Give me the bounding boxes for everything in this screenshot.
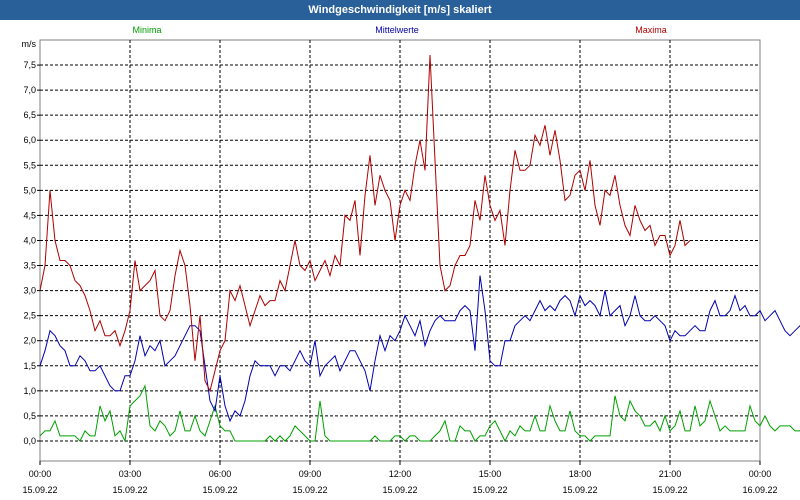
legend: Minima Mittelwerte Maxima — [132, 25, 666, 35]
y-tick-label: 6,5 — [23, 110, 36, 120]
chart-title: Windgeschwindigkeit [m/s] skaliert — [0, 0, 800, 20]
y-tick-label: 3,0 — [23, 286, 36, 296]
series-line-mittelwerte — [39, 275, 800, 423]
x-tick-date: 15.09.22 — [382, 485, 417, 495]
y-tick-label: 4,0 — [23, 235, 36, 245]
x-axis: 00:00 15.09.22 03:00 15.09.22 06:00 15.09.22 0… — [22, 461, 778, 495]
y-tick-label: 2,0 — [23, 336, 36, 346]
y-tick-label: 3,5 — [23, 261, 36, 271]
x-tick-date: 16.09.22 — [742, 485, 777, 495]
x-tick-date: 15.09.22 — [562, 485, 597, 495]
x-tick-time: 18:00 — [569, 469, 592, 479]
y-tick-label: 4,5 — [23, 210, 36, 220]
y-tick-label: 1,0 — [23, 386, 36, 396]
x-tick-date: 15.09.22 — [202, 485, 237, 495]
series-group — [39, 54, 800, 443]
x-tick-time: 15:00 — [479, 469, 502, 479]
y-tick-label: 6,0 — [23, 135, 36, 145]
legend-maxima: Maxima — [635, 25, 667, 35]
series-line-minima — [39, 384, 800, 443]
x-tick-date: 15.09.22 — [292, 485, 327, 495]
x-tick-time: 21:00 — [659, 469, 682, 479]
x-tick-date: 15.09.22 — [112, 485, 147, 495]
x-tick-time: 06:00 — [209, 469, 232, 479]
series-line-maxima — [39, 54, 691, 393]
x-tick-time: 12:00 — [389, 469, 412, 479]
y-tick-label: 2,5 — [23, 311, 36, 321]
y-tick-label: 7,0 — [23, 85, 36, 95]
y-tick-label: 0,0 — [23, 436, 36, 446]
x-tick-time: 09:00 — [299, 469, 322, 479]
y-tick-label: 5,5 — [23, 160, 36, 170]
x-tick-time: 00:00 — [749, 469, 772, 479]
y-axis-label: m/s — [22, 39, 37, 49]
y-tick-label: 5,0 — [23, 185, 36, 195]
x-tick-time: 03:00 — [119, 469, 142, 479]
legend-mittelwerte: Mittelwerte — [375, 25, 419, 35]
y-tick-label: 0,5 — [23, 411, 36, 421]
x-tick-date: 15.09.22 — [22, 485, 57, 495]
y-tick-label: 1,5 — [23, 361, 36, 371]
y-tick-label: 7,5 — [23, 60, 36, 70]
x-tick-time: 00:00 — [29, 469, 52, 479]
x-tick-date: 15.09.22 — [652, 485, 687, 495]
y-axis: m/s 0,0 0,5 1,0 1,5 2,0 2,5 3,0 3,5 4,0 4,5 5,0 5,5 6… — [22, 39, 40, 446]
legend-minima: Minima — [132, 25, 161, 35]
x-tick-date: 15.09.22 — [472, 485, 507, 495]
